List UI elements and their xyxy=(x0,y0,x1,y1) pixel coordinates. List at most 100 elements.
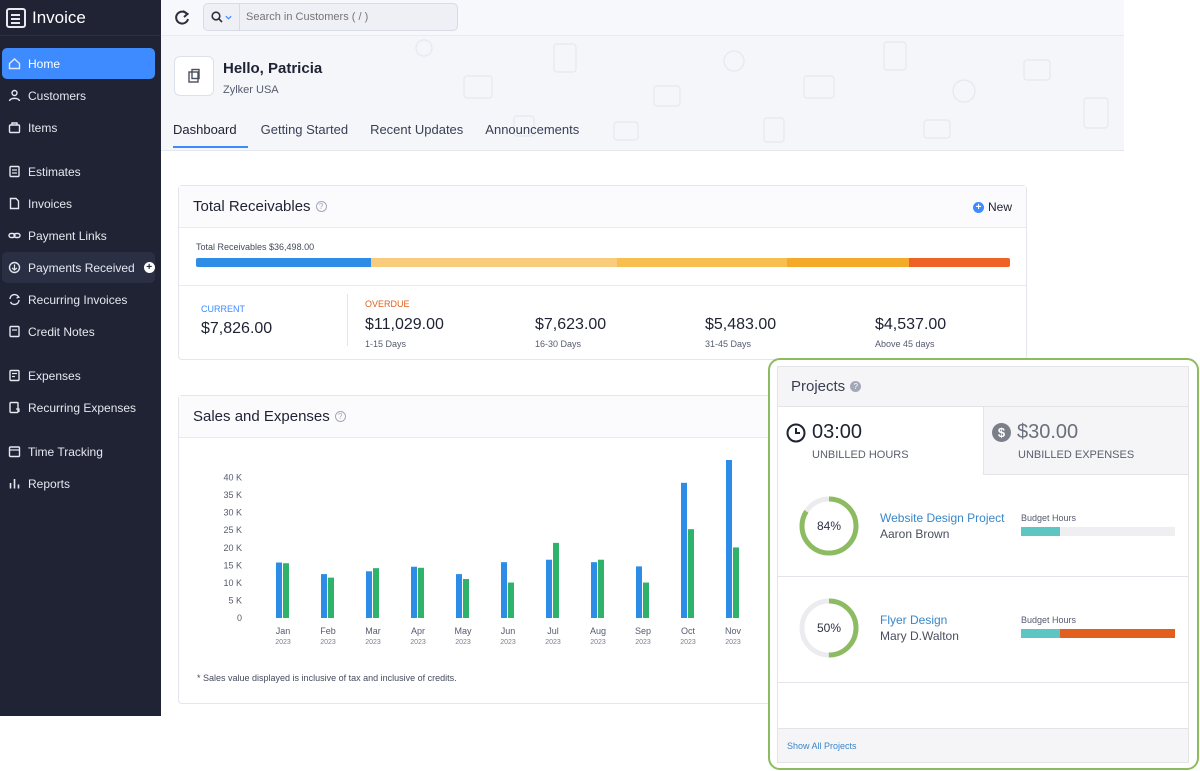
unbilled-hours-label: UNBILLED HOURS xyxy=(812,449,909,461)
sales-bar[interactable] xyxy=(321,574,327,618)
unbilled-hours-tab[interactable]: 03:00 UNBILLED HOURS xyxy=(778,407,983,475)
expenses-bar[interactable] xyxy=(463,579,469,618)
sidebar-item-label: Recurring Expenses xyxy=(28,400,137,415)
sidebar-item-label: Credit Notes xyxy=(28,324,95,339)
total-receivables-card: Total Receivables ? + New Total Receivab… xyxy=(178,185,1027,360)
expenses-bar[interactable] xyxy=(508,582,514,618)
sidebar-item-credit-notes[interactable]: Credit Notes xyxy=(2,316,155,347)
tab-dashboard[interactable]: Dashboard xyxy=(173,120,248,148)
y-tick-label: 5 K xyxy=(228,595,242,605)
project-name-link[interactable]: Website Design Project xyxy=(880,511,1005,525)
search-scope-dropdown[interactable] xyxy=(204,4,240,30)
expenses-bar[interactable] xyxy=(688,529,694,618)
estimate-icon xyxy=(8,165,21,178)
project-row[interactable]: 84% Website Design Project Aaron Brown B… xyxy=(778,475,1188,577)
x-tick-sublabel: 2023 xyxy=(590,639,606,646)
sales-bar[interactable] xyxy=(681,482,687,618)
projects-header: Projects ? xyxy=(778,367,1188,407)
plus-circle-icon: + xyxy=(972,201,984,213)
sales-bar[interactable] xyxy=(591,562,597,618)
search-box[interactable] xyxy=(203,3,458,31)
greeting: Hello, Patricia xyxy=(223,60,323,77)
sidebar-item-recurring-invoices[interactable]: Recurring Invoices xyxy=(2,284,155,315)
sales-bar[interactable] xyxy=(501,562,507,618)
current-label: CURRENT xyxy=(201,304,245,314)
sidebar-item-customers[interactable]: Customers xyxy=(2,80,155,111)
x-tick-sublabel: 2023 xyxy=(545,639,561,646)
sidebar-item-time-tracking[interactable]: Time Tracking xyxy=(2,436,155,467)
add-payment-icon[interactable]: + xyxy=(143,262,155,273)
tab-recent-updates[interactable]: Recent Updates xyxy=(370,122,464,137)
sidebar-item-invoices[interactable]: Invoices xyxy=(2,188,155,219)
top-bar xyxy=(161,0,1124,36)
sidebar-item-reports[interactable]: Reports xyxy=(2,468,155,499)
x-tick-label: Jan xyxy=(276,626,291,636)
progress-ring xyxy=(799,598,859,658)
sales-bar[interactable] xyxy=(411,566,417,618)
y-tick-label: 35 K xyxy=(223,490,242,500)
unbilled-expenses-tab[interactable]: $ $30.00 UNBILLED EXPENSES xyxy=(983,407,1188,475)
sidebar-item-home[interactable]: Home xyxy=(2,48,155,79)
expenses-bar[interactable] xyxy=(553,542,559,618)
tab-announcements[interactable]: Announcements xyxy=(485,122,580,137)
sidebar-item-expenses[interactable]: Expenses xyxy=(2,360,155,391)
project-row[interactable]: 50% Flyer Design Mary D.Walton Budget Ho… xyxy=(778,577,1188,683)
receivables-bar[interactable] xyxy=(196,258,1010,267)
expenses-bar[interactable] xyxy=(283,563,289,618)
overdue-amount-above-45[interactable]: $4,537.00 xyxy=(875,316,947,333)
sidebar-item-label: Time Tracking xyxy=(28,444,103,459)
budget-used-fill xyxy=(1021,527,1060,536)
x-tick-sublabel: 2023 xyxy=(320,639,336,646)
receivables-bar-segment xyxy=(616,258,787,267)
expenses-bar[interactable] xyxy=(373,568,379,618)
new-receivable-button[interactable]: + New xyxy=(972,200,1012,214)
card-title: Projects xyxy=(791,378,846,395)
refresh-icon[interactable] xyxy=(173,9,191,27)
projects-stat-tabs: 03:00 UNBILLED HOURS $ $30.00 UNBILLED E… xyxy=(778,407,1188,475)
organization-icon[interactable] xyxy=(174,56,214,96)
x-tick-label: Oct xyxy=(681,626,696,636)
expenses-bar[interactable] xyxy=(328,577,334,618)
expenses-bar[interactable] xyxy=(643,582,649,618)
new-label: New xyxy=(987,200,1012,214)
expenses-bar[interactable] xyxy=(733,547,739,618)
sales-bar[interactable] xyxy=(276,562,282,618)
receivables-bar-segment xyxy=(196,258,371,267)
search-input[interactable] xyxy=(240,11,440,23)
sidebar-item-label: Payment Links xyxy=(28,228,107,243)
sidebar-item-recurring-expenses[interactable]: Recurring Expenses xyxy=(2,392,155,423)
x-tick-sublabel: 2023 xyxy=(680,639,696,646)
sales-bar[interactable] xyxy=(456,574,462,618)
help-icon[interactable]: ? xyxy=(334,411,346,422)
help-icon[interactable]: ? xyxy=(315,201,327,212)
overdue-amount-16-30[interactable]: $7,623.00 xyxy=(535,316,607,333)
sidebar-item-payments-received[interactable]: Payments Received + xyxy=(2,252,155,283)
expenses-bar[interactable] xyxy=(598,559,604,618)
sidebar-item-label: Reports xyxy=(28,476,71,491)
brand[interactable]: Invoice xyxy=(0,0,161,36)
x-tick-sublabel: 2023 xyxy=(275,639,291,646)
budget-label: Budget Hours xyxy=(1021,615,1077,625)
expenses-bar[interactable] xyxy=(418,567,424,618)
sales-bar[interactable] xyxy=(636,566,642,618)
sales-bar[interactable] xyxy=(726,460,732,618)
show-all-projects-link[interactable]: Show All Projects xyxy=(778,728,1188,762)
decorative-pattern xyxy=(415,39,1109,143)
sales-footnote: * Sales value displayed is inclusive of … xyxy=(197,673,457,683)
sidebar-item-estimates[interactable]: Estimates xyxy=(2,156,155,187)
receivables-bar-segment xyxy=(370,258,617,267)
tab-getting-started[interactable]: Getting Started xyxy=(260,122,349,137)
sales-bar[interactable] xyxy=(546,559,552,618)
sidebar-item-items[interactable]: Items xyxy=(2,112,155,143)
sidebar-item-payment-links[interactable]: Payment Links xyxy=(2,220,155,251)
sidebar-item-label: Invoices xyxy=(28,196,73,211)
current-amount[interactable]: $7,826.00 xyxy=(201,320,273,337)
help-icon[interactable]: ? xyxy=(850,381,862,392)
overdue-amount-1-15[interactable]: $11,029.00 xyxy=(365,316,444,333)
overdue-amount-31-45[interactable]: $5,483.00 xyxy=(705,316,777,333)
chart-icon xyxy=(8,477,21,490)
card-title: Sales and Expenses xyxy=(193,408,330,425)
budget-used-fill xyxy=(1021,629,1060,638)
project-name-link[interactable]: Flyer Design xyxy=(880,613,948,627)
sales-bar[interactable] xyxy=(366,571,372,618)
